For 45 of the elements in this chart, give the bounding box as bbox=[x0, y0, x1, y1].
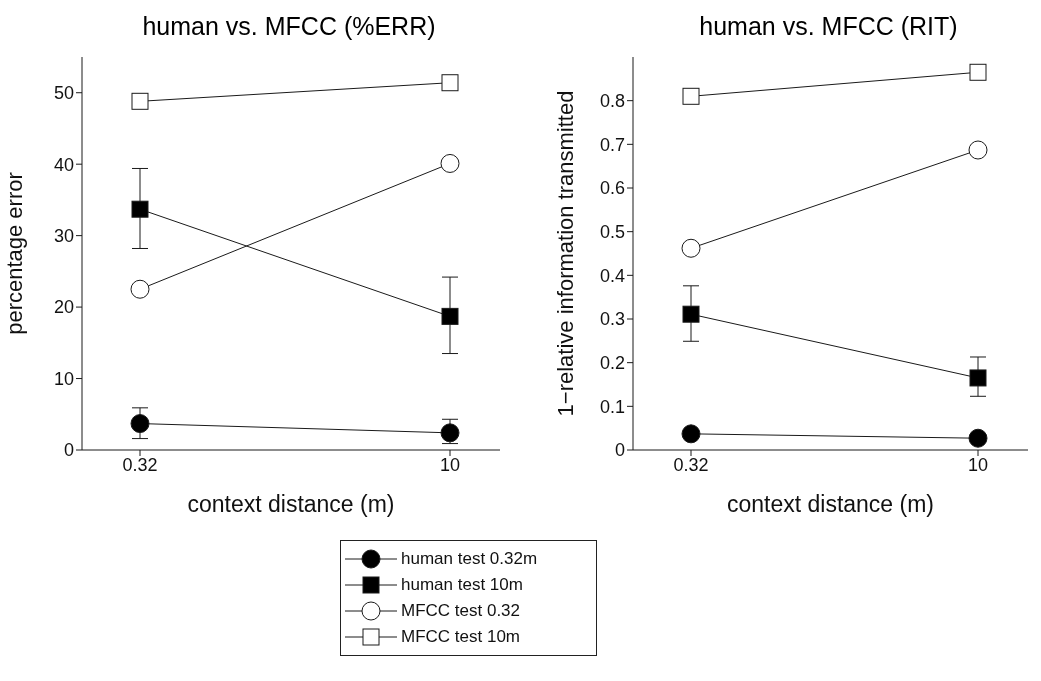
y-tick-label: 10 bbox=[53, 368, 74, 389]
legend-label: human test 0.32m bbox=[401, 549, 538, 569]
x-tick-label: 0.32 bbox=[673, 454, 709, 475]
y-tick-label: 0.4 bbox=[599, 265, 625, 286]
point bbox=[681, 238, 701, 258]
y-tick-label: 0.7 bbox=[599, 134, 625, 155]
point bbox=[440, 423, 460, 443]
y-tick-label: 40 bbox=[53, 154, 74, 175]
x-tick-label: 10 bbox=[439, 454, 461, 475]
y-tick-label: 30 bbox=[53, 226, 74, 247]
legend-label: human test 10m bbox=[401, 575, 523, 595]
point bbox=[969, 369, 987, 387]
point bbox=[440, 153, 460, 173]
point bbox=[968, 428, 988, 448]
x-tick-label: 10 bbox=[967, 454, 989, 475]
chart-title: human vs. MFCC (%ERR) bbox=[141, 12, 437, 41]
y-axis-title: 1−relative information transmitted bbox=[552, 90, 578, 417]
y-tick-label: 0.2 bbox=[599, 353, 625, 374]
point bbox=[131, 92, 149, 110]
point bbox=[682, 305, 700, 323]
y-tick-label: 50 bbox=[53, 83, 74, 104]
point bbox=[130, 279, 150, 299]
y-axis-title: percentage error bbox=[1, 172, 27, 335]
point bbox=[968, 140, 988, 160]
point bbox=[441, 74, 459, 92]
point bbox=[441, 307, 459, 325]
y-tick-label: 0.6 bbox=[599, 178, 625, 199]
point bbox=[130, 414, 150, 434]
point bbox=[681, 424, 701, 444]
y-tick-label: 0 bbox=[614, 440, 625, 461]
point bbox=[969, 63, 987, 81]
y-tick-label: 0.8 bbox=[599, 91, 625, 112]
y-tick-label: 0.5 bbox=[599, 222, 625, 243]
y-tick-label: 0 bbox=[63, 440, 74, 461]
x-axis-title: context distance (m) bbox=[726, 491, 935, 517]
y-tick-label: 0.1 bbox=[599, 396, 625, 417]
point bbox=[131, 200, 149, 218]
x-tick-label: 0.32 bbox=[122, 454, 158, 475]
legend-label: MFCC test 0.32 bbox=[401, 601, 521, 621]
legend-label: MFCC test 10m bbox=[401, 627, 521, 647]
point bbox=[682, 87, 700, 105]
y-tick-label: 0.3 bbox=[599, 309, 625, 330]
chart-title: human vs. MFCC (RIT) bbox=[698, 12, 959, 41]
y-tick-label: 20 bbox=[53, 297, 74, 318]
x-axis-title: context distance (m) bbox=[187, 491, 395, 517]
